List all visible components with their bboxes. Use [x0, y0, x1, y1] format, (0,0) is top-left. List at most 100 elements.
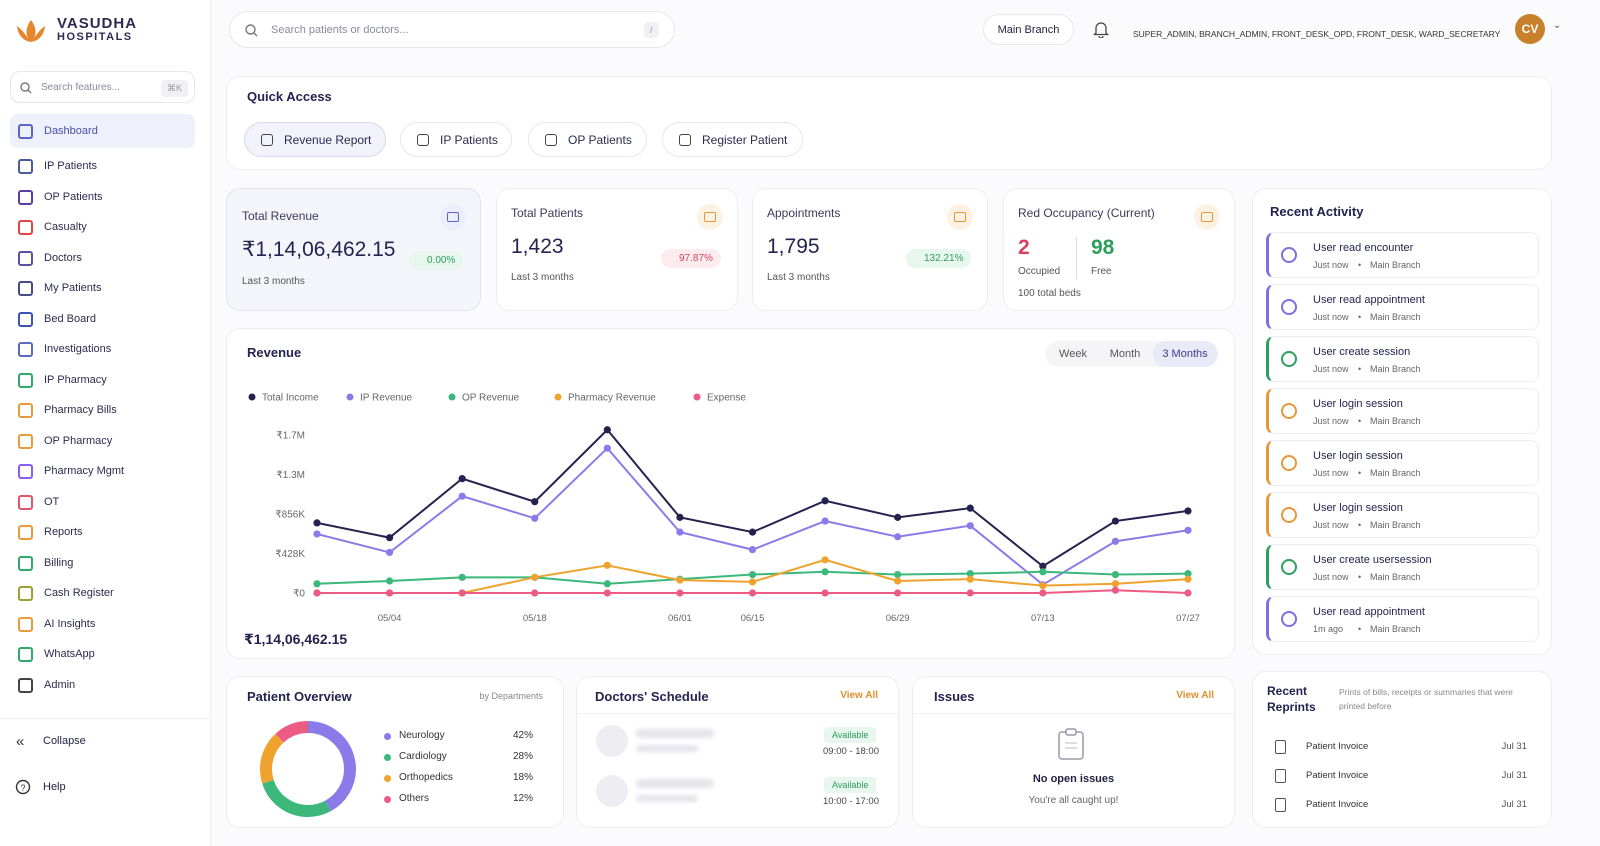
legend-label: Total Income — [262, 393, 319, 404]
stat-note: Last 3 months — [511, 272, 574, 283]
data-point — [1039, 582, 1047, 590]
activity-item[interactable]: User read appointment Just now Main Branch — [1266, 284, 1539, 330]
reprint-name: Patient Invoice — [1306, 741, 1369, 752]
data-point — [676, 589, 684, 597]
data-point — [1039, 589, 1047, 597]
occupancy-card: Red Occupancy (Current) 2 Occupied 98 Fr… — [1003, 188, 1235, 311]
help-icon: ? — [15, 779, 31, 795]
data-point — [385, 548, 394, 557]
activity-icon — [1281, 611, 1297, 627]
stat-title: Appointments — [767, 206, 841, 220]
range-option[interactable]: Month — [1109, 348, 1141, 360]
help[interactable]: Help — [43, 781, 66, 793]
range-option[interactable]: Week — [1059, 348, 1087, 360]
nav-item[interactable]: AI Insights — [10, 609, 195, 639]
data-point — [531, 514, 539, 522]
nav-icon — [18, 342, 33, 357]
nav-item[interactable]: Dashboard — [10, 114, 195, 148]
x-tick-label: 05/04 — [378, 613, 402, 624]
activity-icon — [1281, 507, 1297, 523]
roles: SUPER_ADMIN, BRANCH_ADMIN, FRONT_DESK_OP… — [1133, 29, 1501, 39]
activity-time: Just now — [1313, 520, 1349, 530]
nav-item[interactable]: WhatsApp — [10, 639, 195, 669]
data-point — [1184, 575, 1192, 583]
nav-item[interactable]: Pharmacy Bills — [10, 395, 195, 425]
view-all[interactable]: View All — [1176, 690, 1214, 701]
activity-time: 1m ago — [1313, 624, 1344, 634]
data-point — [1111, 517, 1120, 525]
data-point — [821, 568, 829, 576]
reprint-date: Jul 31 — [1501, 770, 1527, 781]
nav-icon — [18, 220, 33, 235]
view-all[interactable]: View All — [840, 690, 878, 701]
data-point — [1111, 537, 1120, 545]
activity-title: User login session — [1313, 398, 1403, 410]
nav-item[interactable]: OP Patients — [10, 182, 195, 212]
donut-segment — [260, 721, 356, 817]
activity-item[interactable]: User login session Just now Main Branch — [1266, 440, 1539, 486]
quick-icon — [679, 134, 691, 146]
legend-marker — [346, 393, 354, 401]
y-tick-label: ₹0 — [293, 589, 305, 600]
activity-item[interactable]: User create usersession Just now Main Bran… — [1266, 544, 1539, 590]
activity-time: Just now — [1313, 416, 1349, 426]
activity-branch: Main Branch — [1358, 468, 1420, 478]
data-point — [313, 589, 321, 597]
chevron[interactable]: ⌄ — [1553, 20, 1562, 31]
branch-button[interactable]: Main Branch — [983, 14, 1074, 45]
nav-label: WhatsApp — [44, 648, 95, 660]
feature-search[interactable]: Search features... ⌘K — [10, 71, 195, 103]
doctor-avatar — [596, 775, 628, 807]
activity-item[interactable]: User read encounter Just now Main Branch — [1266, 232, 1539, 278]
data-point — [313, 530, 321, 538]
nav-item[interactable]: Pharmacy Mgmt — [10, 456, 195, 486]
avatar[interactable]: CV — [1515, 14, 1545, 44]
data-point — [821, 497, 829, 505]
legend-value: 12% — [512, 793, 533, 804]
quick-button[interactable]: OP Patients — [528, 122, 647, 157]
quick-button[interactable]: Register Patient — [662, 122, 803, 157]
section-title: Patient Overview — [247, 689, 352, 704]
nav-item[interactable]: IP Patients — [10, 151, 195, 181]
legend-marker — [384, 775, 391, 782]
nav-item[interactable]: IP Pharmacy — [10, 365, 195, 395]
section-title: Recent Activity — [1270, 204, 1364, 219]
doctor-hours: 10:00 - 17:00 — [823, 796, 879, 807]
nav-item[interactable]: My Patients — [10, 273, 195, 303]
activity-item[interactable]: User create session Just now Main Branch — [1266, 336, 1539, 382]
nav-item[interactable]: OP Pharmacy — [10, 426, 195, 456]
data-point — [1111, 570, 1120, 579]
nav-item[interactable]: OT — [10, 487, 195, 517]
nav-icon — [18, 616, 33, 632]
data-point — [603, 580, 611, 588]
stat-value: 1,423 — [511, 235, 564, 258]
quick-button[interactable]: Revenue Report — [244, 122, 386, 157]
collapse[interactable]: Collapse — [43, 735, 86, 747]
nav-item[interactable]: Admin — [10, 670, 195, 700]
data-point — [966, 570, 974, 578]
legend-label: Pharmacy Revenue — [568, 393, 656, 404]
nav-item[interactable]: Cash Register — [10, 578, 195, 608]
nav-item[interactable]: Billing — [10, 548, 195, 578]
legend-marker — [248, 393, 256, 401]
activity-item[interactable]: User read appointment 1m ago Main Branch — [1266, 596, 1539, 642]
activity-item[interactable]: User login session Just now Main Branch — [1266, 388, 1539, 434]
x-tick-label: 06/15 — [741, 613, 765, 624]
nav-item[interactable]: Bed Board — [10, 304, 195, 334]
bell-icon[interactable] — [1093, 20, 1109, 38]
data-point — [458, 492, 466, 500]
activity-branch: Main Branch — [1358, 624, 1420, 634]
activity-item[interactable]: User login session Just now Main Branch — [1266, 492, 1539, 538]
nav-item[interactable]: Casualty — [10, 212, 195, 242]
activity-icon — [1281, 351, 1297, 367]
activity-title: User read appointment — [1313, 606, 1425, 618]
quick-button[interactable]: IP Patients — [400, 122, 512, 157]
nav-item[interactable]: Investigations — [10, 334, 195, 364]
activity-icon — [1281, 403, 1297, 419]
global-search[interactable]: Search patients or doctors... / — [229, 11, 675, 48]
data-point — [1184, 507, 1192, 515]
nav-item[interactable]: Reports — [10, 517, 195, 547]
range-option[interactable]: 3 Months — [1153, 341, 1217, 367]
data-point — [1039, 568, 1047, 576]
nav-item[interactable]: Doctors — [10, 243, 195, 273]
